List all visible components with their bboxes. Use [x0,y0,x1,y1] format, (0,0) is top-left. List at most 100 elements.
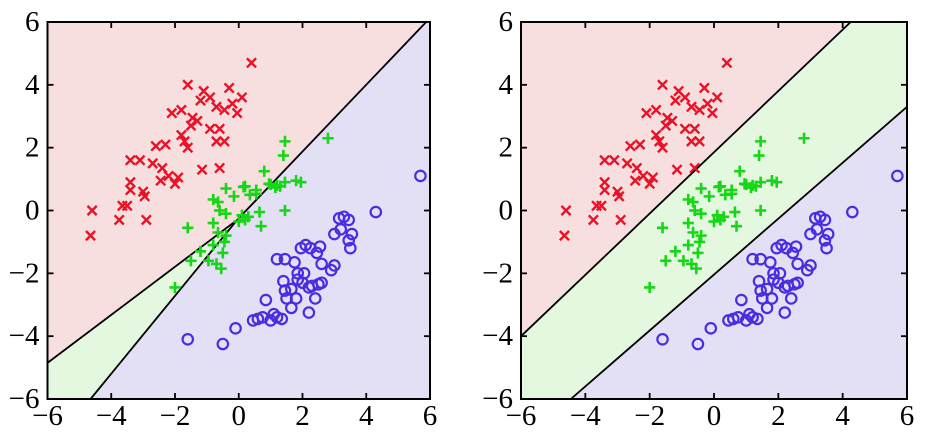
x-marker [595,200,607,212]
x-marker [660,120,672,132]
x-marker [689,162,701,174]
circle-marker [291,273,305,286]
plus-marker [677,255,690,267]
circle-marker [760,282,774,296]
plus-marker [207,193,219,206]
x-marker [621,157,633,169]
plus-marker [218,236,231,248]
plus-marker [228,190,240,202]
circle-marker [259,293,273,307]
x-marker [175,129,187,141]
plus-marker [215,263,227,275]
x-marker [613,190,625,202]
x-marker [175,104,187,116]
decision-region-class-1-red [47,22,427,363]
x-marker [172,172,184,183]
circle-marker [369,205,383,219]
x-marker [169,178,181,190]
circle-marker [846,205,859,219]
x-marker [721,57,733,69]
right-decision-boundary-plot: −6 −4 −2 0 2 4 6 −6 −4 −2 0 2 4 6 [482,6,915,432]
y-tick-label: 6 [25,6,40,38]
plus-marker [212,226,224,239]
x-marker [560,205,572,216]
x-marker [657,142,668,154]
plus-marker [220,230,232,242]
x-tick-label: 2 [771,400,786,432]
circle-marker [765,292,779,305]
series-class-3-blue-circle-markers [656,169,904,351]
circle-marker [791,257,804,271]
x-marker [124,154,136,166]
left-decision-boundary-plot: −6 −4 −2 0 2 4 6 −6 −4 −2 0 2 4 6 [9,6,438,432]
circle-marker [315,257,328,271]
series-class-3-blue-circle-markers [181,169,427,351]
plus-marker [185,255,197,267]
circle-marker [291,267,305,280]
x-marker [706,107,718,119]
x-marker [134,154,146,166]
circle-marker [786,246,800,260]
x-marker [686,135,697,147]
x-marker [641,107,652,119]
x-tick-label: 4 [835,400,850,432]
circle-marker [821,227,835,241]
circle-marker [704,322,718,335]
y-tick-label: 0 [25,195,40,227]
axis-ticks [46,21,431,400]
circle-marker [784,292,798,305]
x-marker [124,184,136,196]
y-tick-label: 2 [25,132,40,164]
circle-marker [746,252,759,266]
x-tick-label: 6 [900,400,915,432]
circle-marker [791,276,804,290]
y-tick-labels: −6 −4 −2 0 2 4 6 [9,6,40,415]
plus-marker [771,176,783,188]
plus-marker [755,135,767,147]
plus-marker [693,236,706,248]
x-marker [86,205,98,216]
circle-marker [767,273,780,286]
x-marker [694,104,705,116]
x-marker [599,154,611,166]
x-marker [147,157,159,169]
x-tick-label: 6 [423,400,438,432]
x-marker [644,178,656,190]
circle-marker [656,333,669,346]
x-tick-label: −2 [634,400,665,432]
plus-marker [687,226,699,239]
circle-marker [288,256,301,269]
circle-marker [691,337,705,351]
x-tick-label: 0 [707,400,722,432]
y-tick-label: 4 [499,69,514,101]
plus-marker [250,188,262,200]
x-marker [650,129,662,141]
plus-marker [233,215,245,228]
x-tick-label: 0 [232,400,247,432]
plus-marker [656,222,669,234]
circle-marker [285,301,298,315]
plus-marker [279,204,291,217]
plus-marker [750,180,762,192]
plus-marker [220,208,232,220]
plus-marker [253,206,266,218]
x-marker [150,140,162,152]
x-marker [124,176,136,188]
plus-marker [202,255,215,267]
circle-marker [328,259,341,272]
y-tick-label: 4 [25,69,40,101]
circle-marker [763,256,777,269]
plus-marker [734,165,746,177]
x-marker [182,79,194,91]
x-marker [166,107,178,119]
circle-marker [722,314,735,327]
plus-marker [274,180,286,192]
plus-marker [277,149,289,162]
x-marker [139,190,151,202]
x-marker [698,82,710,94]
x-marker [223,82,235,94]
decision-boundary-line [570,106,908,400]
x-marker [182,142,194,154]
x-marker [226,98,238,110]
circle-marker [818,234,832,247]
